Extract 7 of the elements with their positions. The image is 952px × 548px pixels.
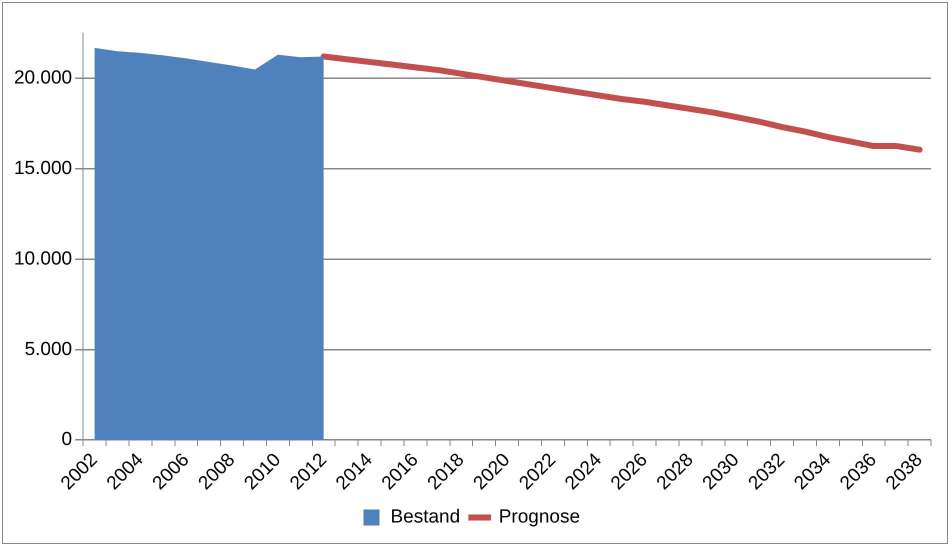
y-tick-label: 10.000: [14, 248, 72, 270]
y-tick-label: 0: [62, 429, 72, 450]
y-tick-label: 5.000: [24, 338, 72, 360]
y-tick-label: 20.000: [14, 67, 72, 88]
y-tick-label: 15.000: [14, 158, 72, 179]
legend-label: Prognose: [498, 506, 580, 528]
legend-label: Bestand: [390, 506, 460, 528]
